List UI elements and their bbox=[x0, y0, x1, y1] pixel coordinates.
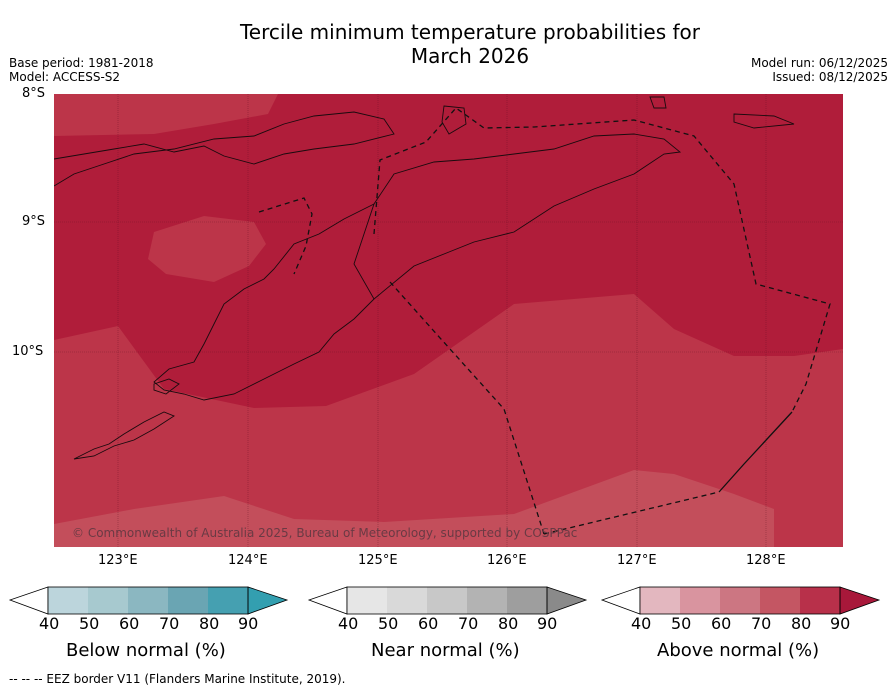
above-normal-label: Above normal (%) bbox=[657, 640, 820, 661]
below-tick: 60 bbox=[119, 614, 140, 633]
band-60-70 bbox=[54, 470, 774, 547]
below-tick: 40 bbox=[39, 614, 60, 633]
colorbar-near-swatch bbox=[387, 587, 427, 614]
base-period: Base period: 1981-2018 bbox=[9, 56, 154, 70]
coast-semau bbox=[153, 378, 180, 395]
lon-label-123e: 123°E bbox=[98, 553, 138, 568]
colorbar-below bbox=[8, 586, 289, 615]
near-tick: 90 bbox=[537, 614, 558, 633]
above-tick: 50 bbox=[671, 614, 692, 633]
above-tick: 90 bbox=[830, 614, 851, 633]
band-70-80-north bbox=[54, 94, 278, 136]
colorbar-near-swatch bbox=[427, 587, 467, 614]
eez-north bbox=[373, 107, 831, 413]
lon-label-127e: 127°E bbox=[617, 553, 657, 568]
copyright-credit: © Commonwealth of Australia 2025, Bureau… bbox=[72, 526, 578, 540]
lon-label-125e: 125°E bbox=[358, 553, 398, 568]
below-tick: 80 bbox=[199, 614, 220, 633]
coast-flores bbox=[53, 111, 395, 187]
eez-footer-note: -- -- -- EEZ border V11 (Flanders Marine… bbox=[9, 672, 346, 686]
probability-map bbox=[53, 94, 843, 547]
near-tick: 50 bbox=[378, 614, 399, 633]
coastlines bbox=[53, 96, 795, 460]
below-tick: 90 bbox=[238, 614, 259, 633]
lon-label-128e: 128°E bbox=[746, 553, 786, 568]
title-line-2: March 2026 bbox=[410, 44, 530, 68]
above-tick: 70 bbox=[751, 614, 772, 633]
eez-south bbox=[543, 491, 720, 535]
lon-label-126e: 126°E bbox=[487, 553, 527, 568]
colorbar-near-swatch bbox=[467, 587, 507, 614]
lon-label-124e: 124°E bbox=[228, 553, 268, 568]
eez-border bbox=[258, 107, 831, 535]
coast-timor-leste bbox=[353, 133, 682, 300]
issued-date: Issued: 08/12/2025 bbox=[772, 70, 888, 84]
colorbar-above-swatch bbox=[760, 587, 800, 614]
coast-islands-ne bbox=[649, 96, 795, 129]
map-svg bbox=[53, 94, 843, 547]
coast-atauro bbox=[441, 105, 467, 135]
colorbar-above-swatch bbox=[800, 587, 840, 614]
colorbar-near-swatch bbox=[507, 587, 547, 614]
near-tick: 70 bbox=[458, 614, 479, 633]
near-tick: 60 bbox=[418, 614, 439, 633]
lat-label-9s: 9°S bbox=[22, 214, 46, 229]
colorbar-below-swatch bbox=[168, 587, 208, 614]
lat-label-10s: 10°S bbox=[12, 344, 44, 359]
below-tick: 70 bbox=[159, 614, 180, 633]
below-normal-label: Below normal (%) bbox=[66, 640, 226, 661]
colorbar-above-swatch bbox=[640, 587, 680, 614]
lat-label-8s: 8°S bbox=[22, 86, 46, 101]
colorbar-above bbox=[600, 586, 881, 615]
coast-rote bbox=[73, 411, 175, 460]
colorbar-below-swatch bbox=[247, 586, 289, 615]
above-tick: 80 bbox=[791, 614, 812, 633]
above-tick: 40 bbox=[631, 614, 652, 633]
colorbar-below-swatch bbox=[48, 587, 88, 614]
colorbar-below-swatch bbox=[88, 587, 128, 614]
above-tick: 60 bbox=[711, 614, 732, 633]
eez-oecusse bbox=[258, 197, 313, 275]
below-tick: 50 bbox=[79, 614, 100, 633]
colorbars bbox=[8, 586, 881, 615]
title-line-1: Tercile minimum temperature probabilitie… bbox=[239, 20, 701, 44]
near-tick: 40 bbox=[338, 614, 359, 633]
colorbar-near bbox=[307, 586, 588, 615]
gridlines bbox=[54, 94, 843, 547]
colorbar-below-swatch bbox=[128, 587, 168, 614]
model-name: Model: ACCESS-S2 bbox=[9, 70, 121, 84]
colorbar-near-swatch bbox=[347, 587, 387, 614]
band-70-80-blob bbox=[148, 216, 266, 282]
model-run: Model run: 06/12/2025 bbox=[750, 56, 888, 70]
near-normal-label: Near normal (%) bbox=[371, 640, 520, 661]
colorbar-above-swatch bbox=[680, 587, 720, 614]
eez-south-west bbox=[389, 281, 545, 535]
near-tick: 80 bbox=[498, 614, 519, 633]
coast-west-timor bbox=[153, 203, 375, 401]
eez-solid-segment bbox=[718, 411, 793, 493]
colorbar-above-swatch bbox=[720, 587, 760, 614]
colorbar-below-swatch bbox=[208, 587, 248, 614]
colorbar-near-swatch bbox=[546, 586, 588, 615]
colorbar-above-swatch bbox=[839, 586, 881, 615]
